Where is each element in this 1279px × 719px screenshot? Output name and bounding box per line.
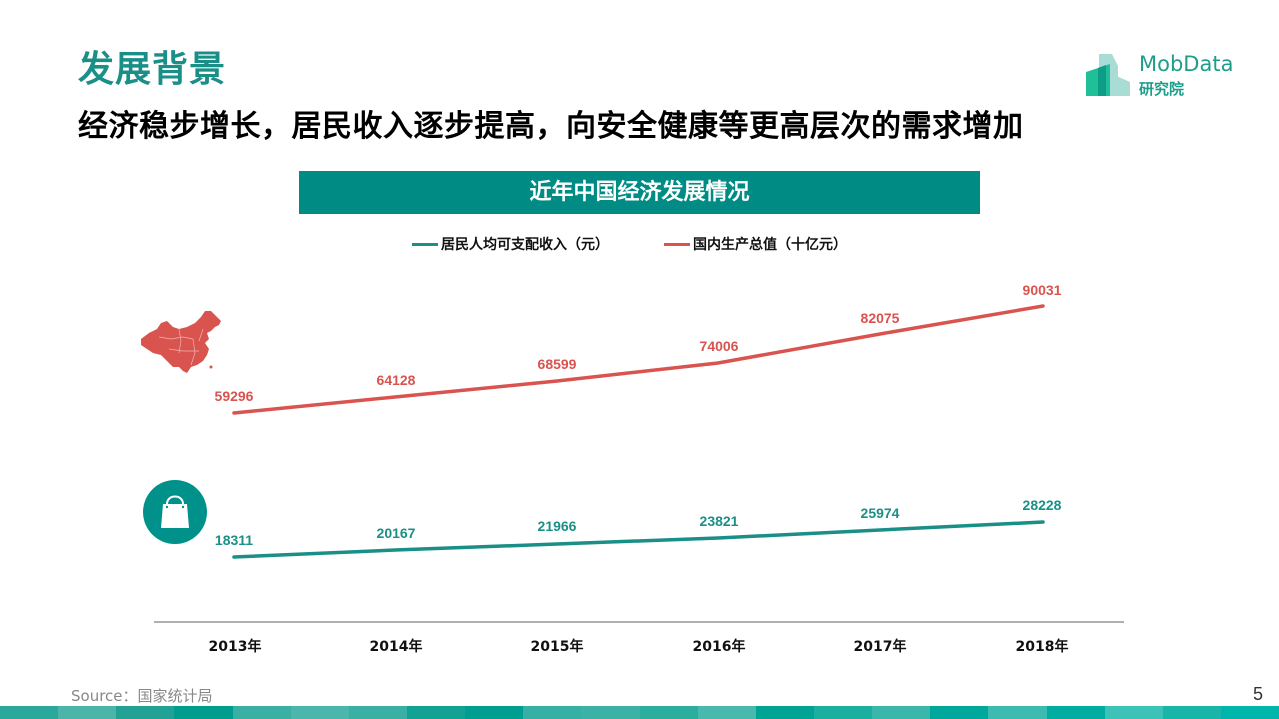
shopping-bag-icon	[143, 480, 207, 544]
page-number: 5	[1253, 684, 1264, 704]
x-tick-2015: 2015年	[530, 639, 584, 655]
gdp-value-2016: 74006	[699, 338, 739, 354]
income-value-2016: 23821	[699, 513, 739, 529]
legend-swatch-gdp	[664, 242, 690, 246]
legend-item-income: 居民人均可支配收入（元）	[412, 234, 609, 254]
income-value-2017: 25974	[860, 505, 900, 521]
x-tick-2013: 2013年	[208, 639, 262, 655]
legend-label-gdp: 国内生产总值（十亿元）	[693, 237, 847, 253]
x-tick-2014: 2014年	[369, 639, 423, 655]
logo-name: MobData	[1139, 52, 1234, 76]
gdp-value-2013: 59296	[214, 388, 254, 404]
legend-item-gdp: 国内生产总值（十亿元）	[664, 234, 847, 254]
x-axis-line	[154, 621, 1124, 623]
gdp-value-2014: 64128	[376, 372, 416, 388]
page-title: 发展背景	[78, 49, 227, 90]
footer-color-bar	[0, 706, 1279, 719]
source-note: Source：国家统计局	[71, 687, 213, 705]
x-tick-2017: 2017年	[853, 639, 907, 655]
income-value-2014: 20167	[376, 525, 416, 541]
legend-label-income: 居民人均可支配收入（元）	[441, 237, 609, 253]
building-logo-icon	[1086, 54, 1130, 96]
income-value-2018: 28228	[1022, 497, 1062, 513]
income-value-2015: 21966	[537, 518, 577, 534]
mobdata-logo: MobData 研究院	[1084, 52, 1244, 98]
logo-subtitle: 研究院	[1139, 80, 1185, 98]
china-map-icon	[141, 311, 221, 373]
gdp-value-2015: 68599	[537, 356, 577, 372]
gdp-line	[232, 304, 1045, 415]
chart-title-banner: 近年中国经济发展情况	[299, 171, 980, 214]
x-tick-2018: 2018年	[1015, 639, 1069, 655]
x-tick-2016: 2016年	[692, 639, 746, 655]
gdp-value-2017: 82075	[860, 310, 900, 326]
income-line	[232, 520, 1045, 559]
gdp-value-2018: 90031	[1022, 282, 1062, 298]
page-subtitle: 经济稳步增长，居民收入逐步提高，向安全健康等更高层次的需求增加	[78, 109, 1024, 144]
chart-legend: 居民人均可支配收入（元） 国内生产总值（十亿元）	[0, 234, 1279, 256]
legend-swatch-income	[412, 242, 438, 246]
income-value-2013: 18311	[214, 532, 254, 548]
